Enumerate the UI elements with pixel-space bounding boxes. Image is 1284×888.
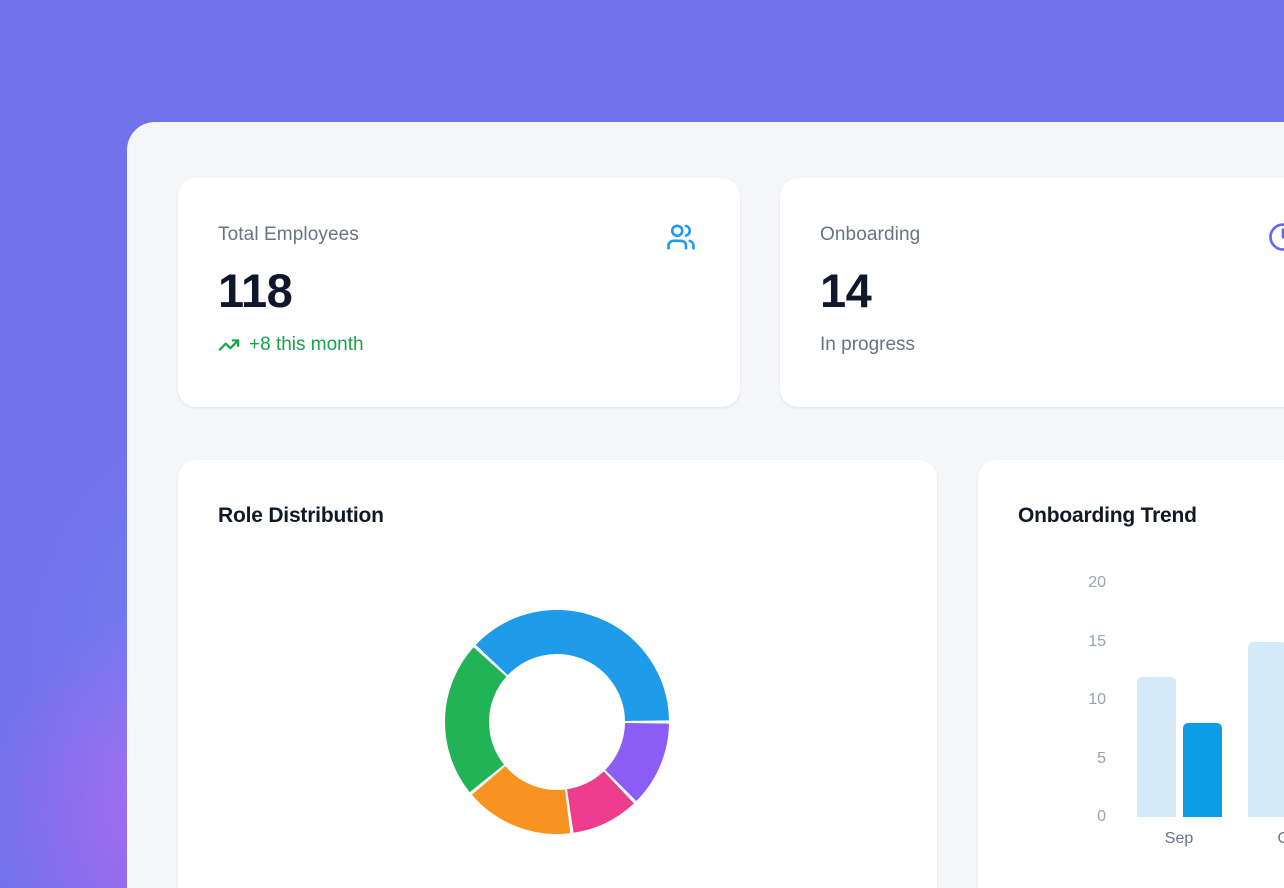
y-axis-tick: 20 bbox=[1088, 574, 1106, 591]
x-axis-label: Oct bbox=[1277, 830, 1284, 847]
role-distribution-donut bbox=[445, 610, 669, 834]
x-axis-label: Sep bbox=[1164, 830, 1194, 847]
y-axis-tick: 10 bbox=[1088, 691, 1106, 708]
onboarding-trend-card: Onboarding Trend 0 5 10 15 20 Sep Oct bbox=[978, 460, 1284, 888]
onboarding-trend-chart: 0 5 10 15 20 Sep Oct bbox=[978, 460, 1284, 888]
y-axis-tick: 5 bbox=[1097, 749, 1106, 767]
stat-value: 118 bbox=[218, 264, 293, 317]
y-axis-tick: 0 bbox=[1097, 808, 1106, 825]
donut-segment-blue[interactable] bbox=[475, 610, 669, 722]
bar-light-blue-series-sep[interactable] bbox=[1136, 676, 1176, 817]
stat-card-onboarding: Onboarding 14 In progress bbox=[780, 178, 1284, 407]
bar-light-blue-series-oct[interactable] bbox=[1247, 641, 1284, 817]
trending-up-icon bbox=[218, 334, 240, 356]
users-icon bbox=[666, 222, 696, 252]
clock-icon bbox=[1268, 222, 1284, 252]
donut-segment-pink[interactable] bbox=[566, 770, 634, 833]
y-axis-tick: 15 bbox=[1088, 632, 1106, 650]
chart-title: Role Distribution bbox=[218, 504, 384, 527]
stat-value: 14 bbox=[820, 264, 872, 317]
donut-segment-orange[interactable] bbox=[471, 765, 571, 834]
stat-label: Total Employees bbox=[218, 224, 359, 245]
stat-label: Onboarding bbox=[820, 224, 921, 245]
stat-card-total-employees: Total Employees 118 +8 this month bbox=[178, 178, 740, 407]
donut-segment-green[interactable] bbox=[445, 647, 507, 793]
role-distribution-card: Role Distribution bbox=[178, 460, 937, 888]
chart-title: Onboarding Trend bbox=[1018, 504, 1197, 527]
donut-segment-purple[interactable] bbox=[604, 722, 669, 802]
stat-sub: In progress bbox=[820, 334, 1284, 356]
stat-sub-text: In progress bbox=[820, 334, 916, 355]
bar-dark-blue-series-sep[interactable] bbox=[1182, 723, 1222, 817]
stat-trend: +8 this month bbox=[218, 334, 696, 356]
stat-sub-text: +8 this month bbox=[249, 334, 364, 355]
